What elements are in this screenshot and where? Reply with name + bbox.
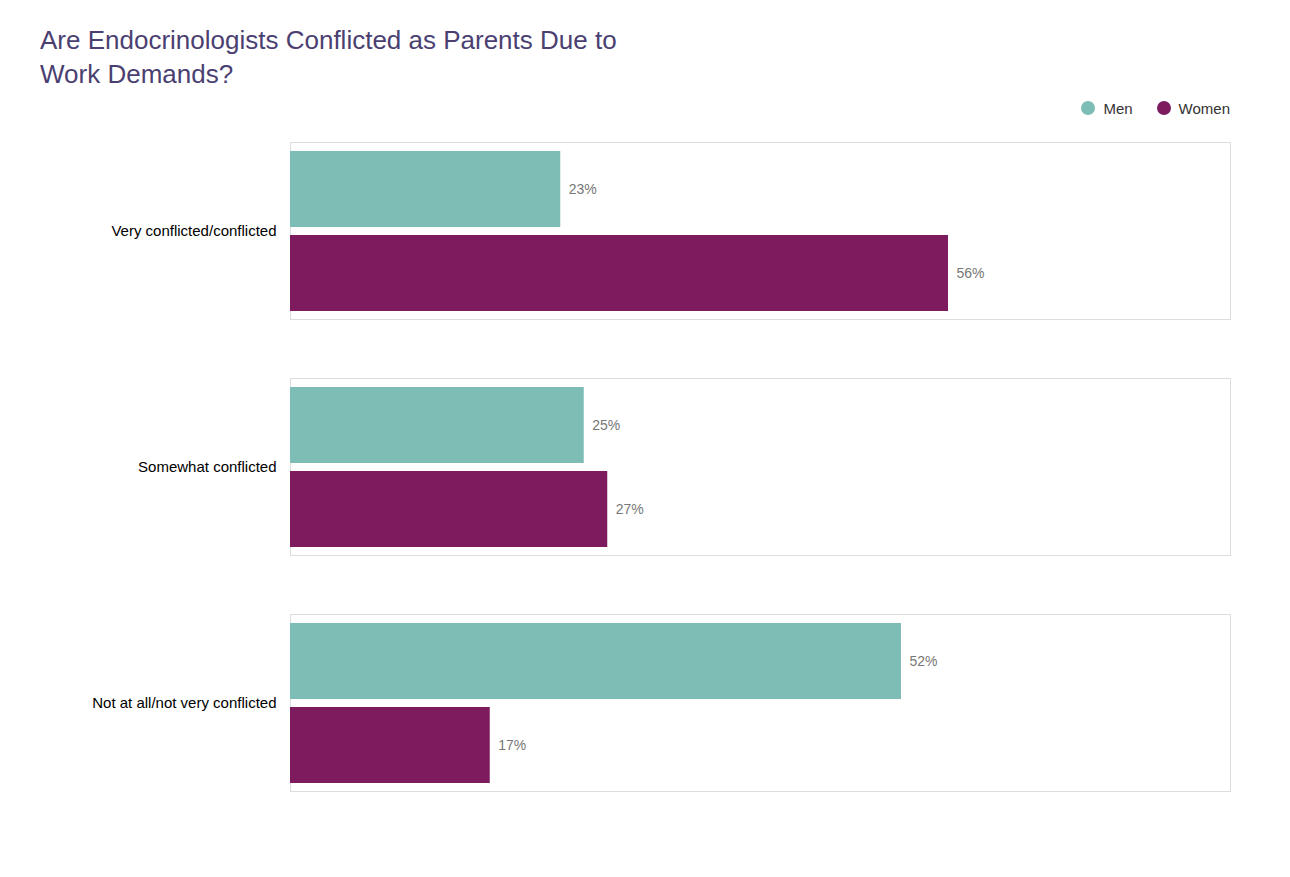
html-text:Are Endocrinologists Conflicte: Are Endocrinologists Conflicted as Paren… <box>40 25 617 89</box>
svg-text:25%: 25% <box>592 417 620 433</box>
svg-text:56%: 56% <box>957 265 985 281</box>
html-text:Men: Men <box>1103 99 1133 117</box>
svg-text:17%: 17% <box>498 737 526 753</box>
svg-text:Very conflicted/conflicted: Very conflicted/conflicted <box>111 221 276 238</box>
svg-text:52%: 52% <box>910 653 938 669</box>
html-text:Women: Women <box>1178 99 1230 117</box>
svg-text:27%: 27% <box>616 501 644 517</box>
svg-text:23%: 23% <box>569 181 597 197</box>
svg-text:Somewhat conflicted: Somewhat conflicted <box>138 457 276 474</box>
svg-text:Not at all/not very conflicted: Not at all/not very conflicted <box>92 693 276 710</box>
